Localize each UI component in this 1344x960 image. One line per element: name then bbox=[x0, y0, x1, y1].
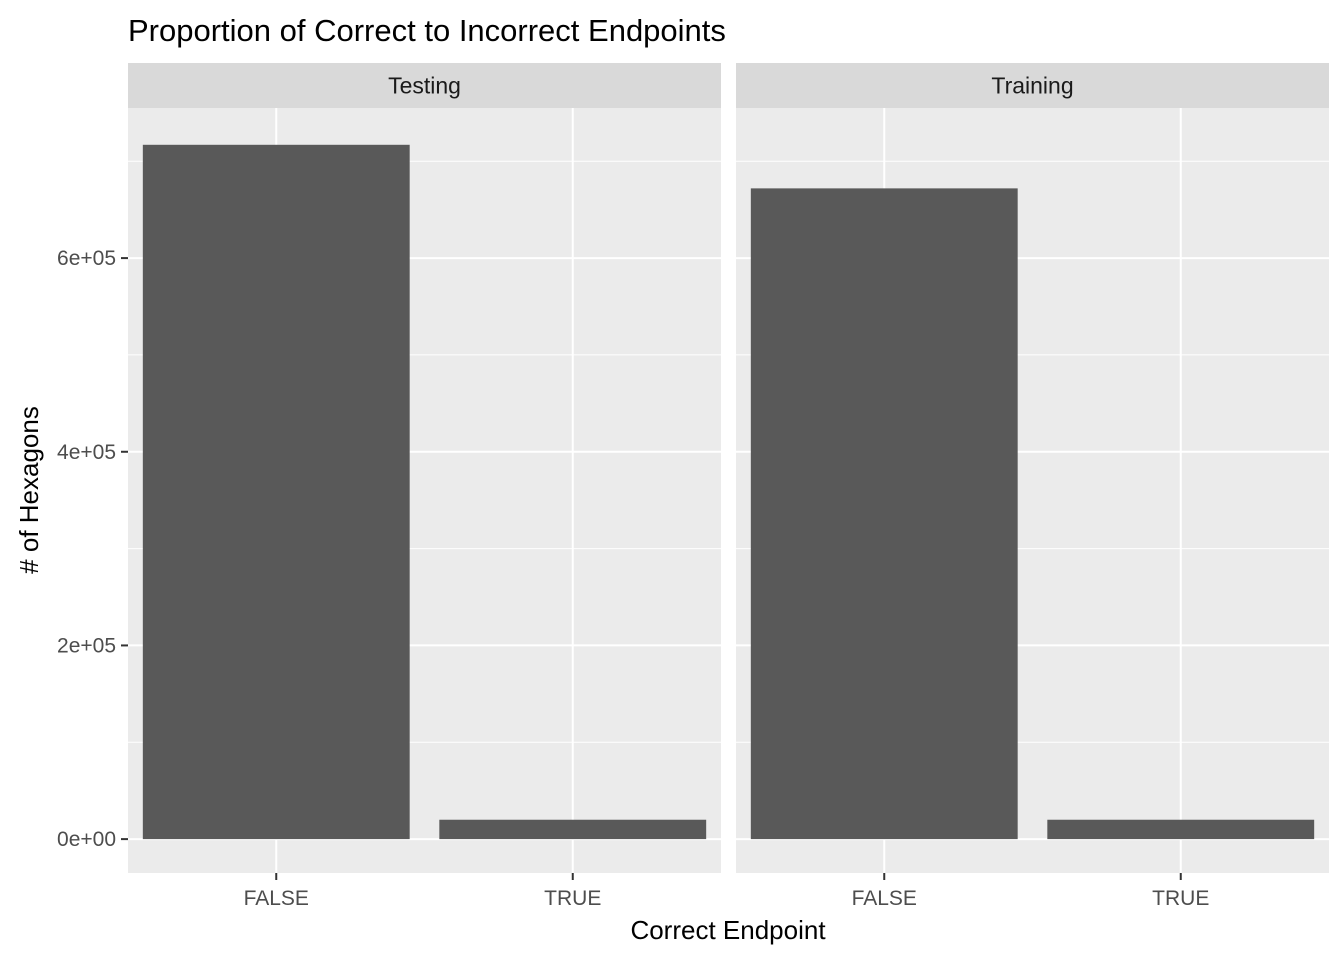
bar-testing-false bbox=[142, 144, 410, 840]
y-tick-label: 2e+05 bbox=[57, 634, 116, 657]
bar-training-true bbox=[1047, 819, 1315, 840]
facet-strip bbox=[128, 63, 721, 108]
y-axis-title: # of Hexagons bbox=[14, 406, 44, 574]
y-tick-label: 6e+05 bbox=[57, 247, 116, 270]
x-tick-label: FALSE bbox=[244, 887, 309, 910]
x-tick-label: TRUE bbox=[544, 887, 601, 910]
facet-strip bbox=[736, 63, 1329, 108]
chart-title: Proportion of Correct to Incorrect Endpo… bbox=[128, 13, 726, 48]
y-tick-label: 4e+05 bbox=[57, 441, 116, 464]
bar-training-false bbox=[750, 188, 1018, 840]
bar-testing-true bbox=[439, 819, 707, 840]
x-tick-label: FALSE bbox=[852, 887, 917, 910]
x-tick-label: TRUE bbox=[1152, 887, 1209, 910]
facet-training: Training FALSE TRUE bbox=[736, 63, 1329, 910]
facet-panels: Testing FALSE TRUE Training FALSE TRUE bbox=[128, 63, 1329, 910]
x-axis-title: Correct Endpoint bbox=[630, 915, 826, 945]
y-tick-label: 0e+00 bbox=[57, 828, 116, 851]
facet-testing: Testing FALSE TRUE bbox=[128, 63, 721, 910]
facet-strip-label: Testing bbox=[388, 73, 461, 99]
y-axis: 0e+00 2e+05 4e+05 6e+05 bbox=[57, 247, 128, 851]
facet-strip-label: Training bbox=[991, 73, 1073, 99]
